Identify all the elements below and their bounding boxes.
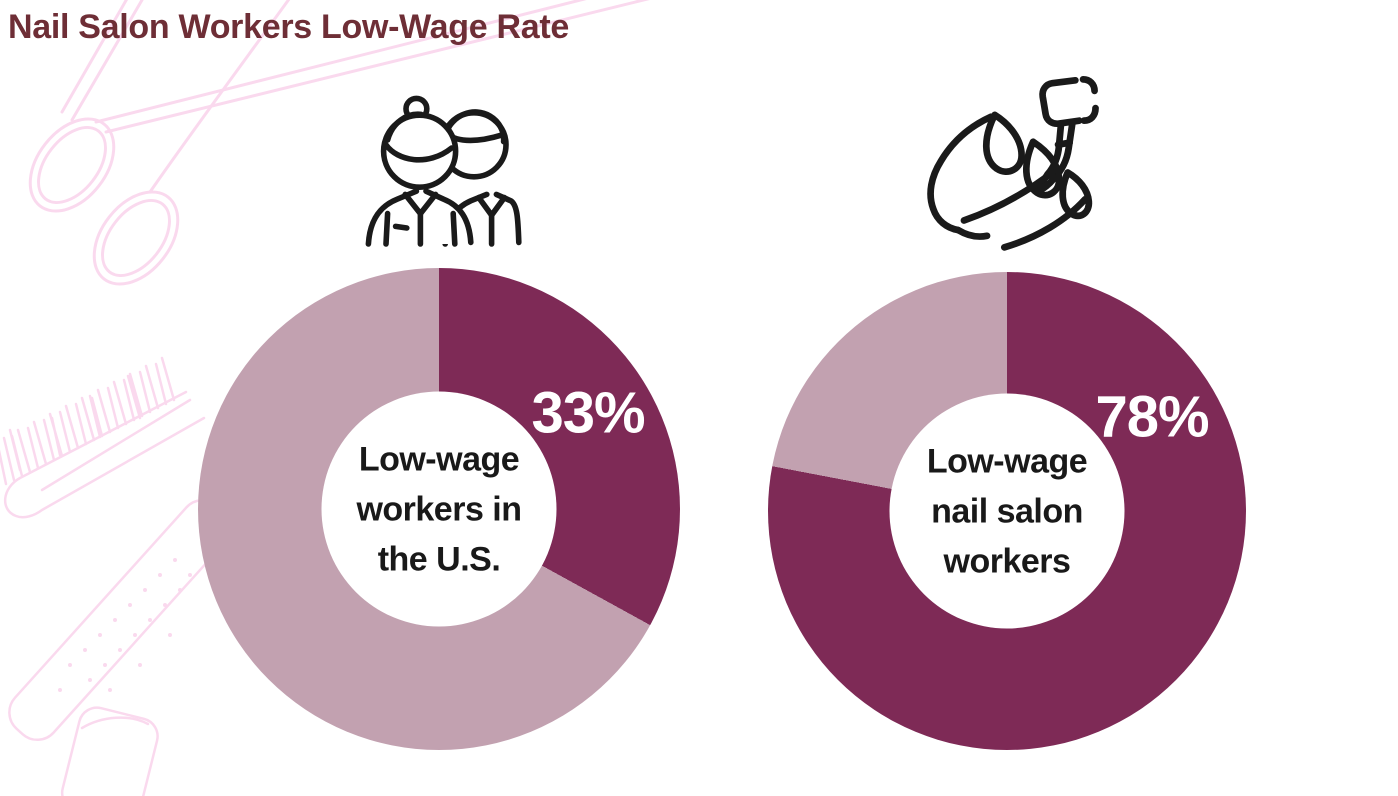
center-label-us-workers: Low-wage workers in the U.S. xyxy=(356,440,522,578)
polish-bottle-sketch xyxy=(60,706,159,796)
donut-chart-us-workers: 33% Low-wage workers in the U.S. xyxy=(198,268,680,750)
donut-hole: Low-wage workers in the U.S. xyxy=(321,391,557,627)
center-label-nail-salon-workers: Low-wage nail salon workers xyxy=(926,442,1088,580)
value-label-us-workers: 33% xyxy=(531,380,645,446)
donut-chart-nail-salon-workers: 78% Low-wage nail salon workers xyxy=(768,272,1246,750)
two-salon-workers-icon xyxy=(346,84,522,256)
manicured-hand-polish-brush-icon xyxy=(916,68,1108,252)
nail-brush-sketch xyxy=(0,356,206,519)
donut-hole: Low-wage nail salon workers xyxy=(889,393,1125,629)
page-title: Nail Salon Workers Low-Wage Rate xyxy=(8,8,569,46)
value-label-nail-salon-workers: 78% xyxy=(1095,384,1209,450)
